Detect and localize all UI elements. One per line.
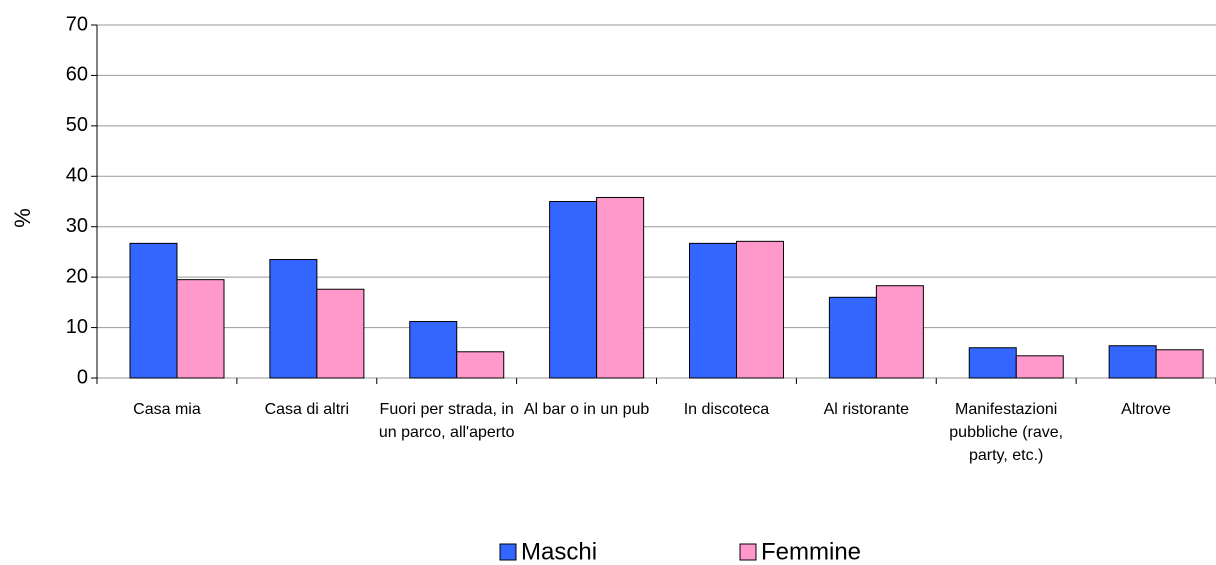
x-tick-label: Casa di altri: [264, 401, 350, 418]
bar: [828, 296, 877, 379]
bar: [736, 240, 784, 379]
bar: [968, 347, 1017, 379]
y-tick-label: 20: [66, 265, 88, 287]
legend-label: Maschi: [521, 538, 597, 565]
y-tick-label: 30: [66, 215, 88, 237]
y-tick-label: 50: [66, 114, 88, 136]
y-tick-label: 60: [66, 64, 88, 86]
bar: [176, 279, 225, 379]
bar: [549, 201, 598, 379]
bar: [1108, 345, 1157, 379]
x-tick-label: Manifestazioni pubbliche (rave, party, e…: [949, 401, 1064, 464]
legend-swatch: [739, 543, 757, 561]
bar: [1015, 355, 1064, 379]
x-tick-label: In discoteca: [683, 401, 770, 418]
bar: [1155, 349, 1204, 379]
bar: [456, 351, 505, 379]
x-tick-label: Fuori per strada, in un parco, all'apert…: [378, 401, 515, 441]
x-tick-label: Casa mia: [133, 401, 201, 418]
bar: [129, 242, 178, 379]
bar: [875, 285, 924, 379]
y-tick-label: 0: [77, 366, 88, 388]
legend-swatch: [499, 543, 517, 561]
bar: [596, 196, 645, 379]
y-axis-label: %: [10, 208, 35, 228]
legend-label: Femmine: [761, 538, 861, 565]
x-tick-label: Altrove: [1121, 401, 1171, 418]
bar: [689, 242, 737, 379]
bar: [316, 288, 365, 379]
x-tick-label: Al bar o in un pub: [523, 401, 650, 418]
y-tick-label: 40: [66, 165, 88, 187]
bar: [269, 258, 318, 379]
bar: [409, 321, 458, 379]
x-tick-label: Al ristorante: [823, 401, 909, 418]
y-tick-label: 10: [66, 316, 88, 338]
y-tick-label: 70: [66, 13, 88, 35]
